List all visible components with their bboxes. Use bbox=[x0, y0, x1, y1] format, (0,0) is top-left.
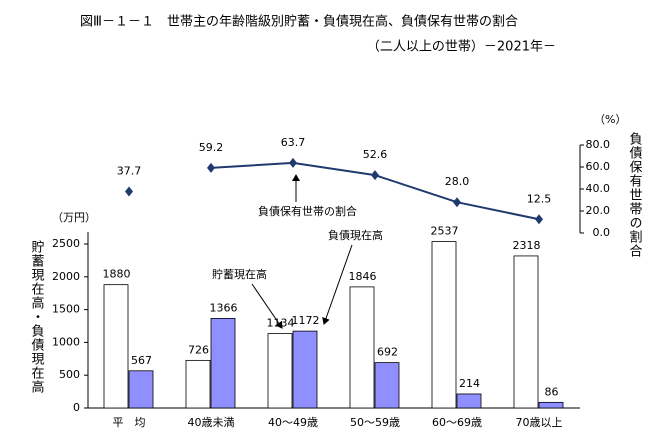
annotation-arrow bbox=[322, 244, 353, 325]
bar-value-label: 1172 bbox=[292, 314, 320, 327]
line-value-label: 52.6 bbox=[363, 148, 388, 161]
y-tick-label: 500 bbox=[59, 368, 80, 381]
line-marker bbox=[453, 197, 461, 208]
x-tick-label: 70歳以上 bbox=[516, 416, 563, 429]
line-value-label: 28.0 bbox=[445, 175, 470, 188]
annotation: 貯蓄現在高 bbox=[212, 267, 267, 281]
bar-value-label: 567 bbox=[131, 354, 152, 367]
bar-value-label: 86 bbox=[545, 385, 559, 398]
chart-title: 図Ⅲ－１－１ 世帯主の年齢階級別貯蓄・負債現在高、負債保有世帯の割合 bbox=[80, 14, 518, 30]
bar bbox=[267, 333, 293, 409]
annotation: 負債現在高 bbox=[328, 228, 383, 242]
bar bbox=[513, 255, 539, 409]
x-tick-label: 50～59歳 bbox=[350, 416, 400, 429]
x-tick-label: 40歳未満 bbox=[188, 416, 235, 429]
y-tick-label: 2000 bbox=[52, 270, 80, 283]
bar bbox=[185, 359, 211, 409]
x-tick-label: 40～49歳 bbox=[268, 416, 318, 429]
line-marker bbox=[289, 157, 297, 168]
bar bbox=[374, 362, 400, 409]
y2-tick-label: 80.0 bbox=[586, 138, 611, 151]
y-tick-label: 1500 bbox=[52, 303, 80, 316]
y2-tick-label: 60.0 bbox=[586, 160, 611, 173]
bar-value-label: 692 bbox=[377, 346, 398, 359]
x-tick-label: 60～69歳 bbox=[432, 416, 482, 429]
line-marker bbox=[125, 186, 133, 197]
line-value-label: 12.5 bbox=[527, 192, 552, 205]
bar-value-label: 1134 bbox=[267, 317, 295, 330]
y2-tick-label: 40.0 bbox=[586, 182, 611, 195]
y-tick-label: 1000 bbox=[52, 335, 80, 348]
bar-value-label: 1846 bbox=[349, 270, 377, 283]
y2-tick-label: 0.0 bbox=[593, 226, 611, 239]
bar-value-label: 214 bbox=[459, 377, 480, 390]
bar bbox=[292, 330, 318, 409]
bar-value-label: 1366 bbox=[210, 301, 238, 314]
annotation-arrow bbox=[251, 283, 283, 329]
bar bbox=[538, 401, 564, 409]
bar-value-label: 726 bbox=[188, 343, 209, 356]
bar bbox=[431, 241, 457, 409]
annotation: 負債保有世帯の割合 bbox=[258, 204, 357, 218]
y2-axis-title: 負債保有世帯の割合 bbox=[627, 132, 643, 258]
y-unit: （万円） bbox=[52, 211, 96, 224]
bar bbox=[210, 317, 236, 409]
y2-tick-label: 20.0 bbox=[586, 204, 611, 217]
line-value-label: 59.2 bbox=[199, 141, 224, 154]
line-value-label: 37.7 bbox=[117, 165, 142, 178]
bar-value-label: 1880 bbox=[103, 268, 131, 281]
y-tick-label: 0 bbox=[73, 401, 80, 414]
y-axis-title: 貯蓄現在高・負債現在高 bbox=[29, 240, 45, 394]
y-tick-label: 2500 bbox=[52, 237, 80, 250]
bar bbox=[128, 370, 154, 409]
bar bbox=[103, 284, 129, 409]
line-marker bbox=[371, 170, 379, 181]
x-tick-label: 平 均 bbox=[113, 416, 146, 429]
bar-value-label: 2318 bbox=[513, 239, 541, 252]
line-marker bbox=[207, 162, 215, 173]
bar bbox=[456, 393, 482, 409]
bar-value-label: 2537 bbox=[431, 225, 459, 238]
line-marker bbox=[535, 214, 543, 225]
chart-subtitle: （二人以上の世帯）－2021年－ bbox=[367, 40, 556, 55]
bar bbox=[349, 286, 375, 409]
line-value-label: 63.7 bbox=[281, 136, 306, 149]
y2-unit: （%） bbox=[594, 113, 626, 126]
